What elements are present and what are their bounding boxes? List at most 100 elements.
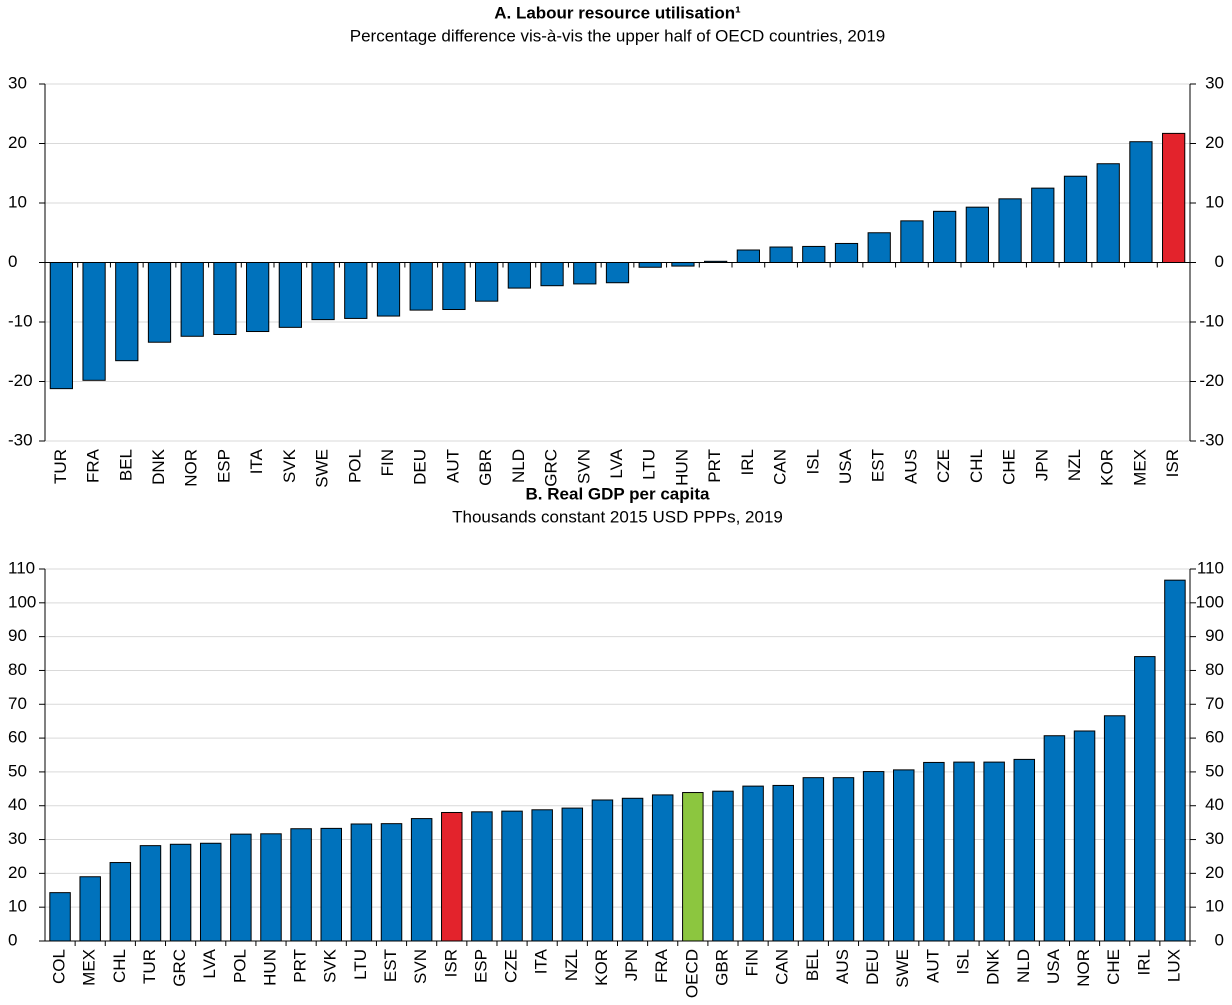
x-tick-label: COL xyxy=(50,949,69,984)
bar xyxy=(475,262,499,302)
y2-tick-label: 100 xyxy=(1196,592,1224,611)
bar xyxy=(605,262,630,284)
y2-tick-label: 20 xyxy=(1205,863,1224,882)
bar xyxy=(169,843,192,942)
y-tick-label: 20 xyxy=(8,133,27,152)
x-tick-label: POL xyxy=(230,949,249,983)
x-tick-label: GBR xyxy=(476,449,495,486)
y2-tick-label: 50 xyxy=(1205,761,1224,780)
x-tick-label: IRL xyxy=(738,449,757,475)
bar xyxy=(621,797,644,942)
bar xyxy=(213,262,237,335)
x-tick-label: JPN xyxy=(1032,449,1051,481)
x-tick-label: FIN xyxy=(743,949,762,976)
x-tick-label: SVK xyxy=(321,948,340,983)
bar xyxy=(1031,187,1055,263)
x-tick-label: FRA xyxy=(84,448,103,483)
y-tick-label: 10 xyxy=(8,192,27,211)
y-tick-label: 20 xyxy=(8,863,27,882)
x-tick-label: ITA xyxy=(532,948,551,974)
x-tick-label: BEL xyxy=(116,449,135,481)
bar xyxy=(1043,735,1066,942)
x-tick-label: PRT xyxy=(705,449,724,483)
y-tick-label: 70 xyxy=(8,694,27,713)
x-tick-label: LTU xyxy=(640,449,659,480)
bar xyxy=(900,220,924,264)
x-tick-label: GRC xyxy=(170,949,189,987)
y2-tick-label: 10 xyxy=(1205,897,1224,916)
bar xyxy=(180,262,204,337)
bar xyxy=(199,842,222,942)
y2-tick-label: 60 xyxy=(1205,728,1224,747)
x-tick-label: JPN xyxy=(622,949,641,981)
chart-subtitle: Percentage difference vis-à-vis the uppe… xyxy=(350,26,885,45)
x-tick-label: TUR xyxy=(140,949,159,984)
bar xyxy=(742,785,764,942)
x-tick-label: SVN xyxy=(574,449,593,484)
bar xyxy=(501,810,523,942)
x-tick-label: MEX xyxy=(80,949,99,986)
y2-tick-label: 110 xyxy=(1197,558,1224,577)
y-tick-label: -10 xyxy=(8,311,33,330)
bar xyxy=(1096,163,1120,263)
y2-tick-label: -10 xyxy=(1199,311,1224,330)
x-tick-label: LTU xyxy=(351,949,370,980)
bar xyxy=(736,249,760,264)
x-tick-label: GBR xyxy=(712,949,731,986)
bar xyxy=(115,262,139,362)
x-tick-label: HUN xyxy=(672,449,691,486)
y2-tick-label: 0 xyxy=(1215,252,1224,271)
x-tick-label: FIN xyxy=(378,449,397,476)
bar xyxy=(1129,141,1153,263)
x-tick-label: DEU xyxy=(863,949,882,985)
y2-tick-label: 40 xyxy=(1205,795,1224,814)
y2-tick-label: 0 xyxy=(1215,930,1224,949)
x-tick-label: MEX xyxy=(1130,449,1149,486)
chart-title: A. Labour resource utilisation¹ xyxy=(494,3,741,22)
bar xyxy=(147,262,172,343)
bar xyxy=(531,809,553,942)
bar xyxy=(1103,715,1126,942)
x-tick-label: NOR xyxy=(1074,949,1093,987)
bar xyxy=(769,246,793,263)
y2-tick-label: 70 xyxy=(1205,694,1224,713)
y-tick-label: -20 xyxy=(8,371,33,390)
x-tick-label: CZE xyxy=(934,449,953,483)
bar xyxy=(507,262,531,289)
bar xyxy=(893,769,915,942)
bar xyxy=(1013,758,1036,942)
y-tick-label: 0 xyxy=(8,252,17,271)
bar xyxy=(109,862,132,942)
bar xyxy=(923,761,945,942)
chart-title: B. Real GDP per capita xyxy=(526,484,710,503)
x-tick-label: NLD xyxy=(1014,949,1033,983)
x-tick-label: SVN xyxy=(411,949,430,984)
x-tick-label: GRC xyxy=(542,449,561,487)
x-tick-label: IRL xyxy=(1134,949,1153,975)
bar xyxy=(573,262,597,285)
x-tick-label: POL xyxy=(345,449,364,483)
x-tick-label: CZE xyxy=(502,949,521,983)
x-tick-label: CHL xyxy=(110,949,129,983)
x-tick-label: LUX xyxy=(1164,949,1183,982)
x-tick-label: FRA xyxy=(652,948,671,983)
bar xyxy=(79,876,101,942)
x-tick-label: SVK xyxy=(280,448,299,483)
x-tick-label: DEU xyxy=(411,449,430,485)
bar xyxy=(350,823,373,942)
y-tick-label: 50 xyxy=(8,761,27,780)
bar xyxy=(230,833,252,942)
x-tick-label: BEL xyxy=(803,949,822,981)
y2-tick-label: 20 xyxy=(1205,133,1224,152)
x-tick-label: TUR xyxy=(51,449,70,484)
bar xyxy=(834,242,859,264)
bar xyxy=(540,262,564,287)
x-tick-label: ISR xyxy=(441,949,460,977)
bar xyxy=(638,262,662,268)
bar xyxy=(278,262,302,328)
bar xyxy=(1162,132,1186,263)
bar xyxy=(933,210,957,263)
bar xyxy=(290,828,312,942)
bar xyxy=(246,262,270,333)
